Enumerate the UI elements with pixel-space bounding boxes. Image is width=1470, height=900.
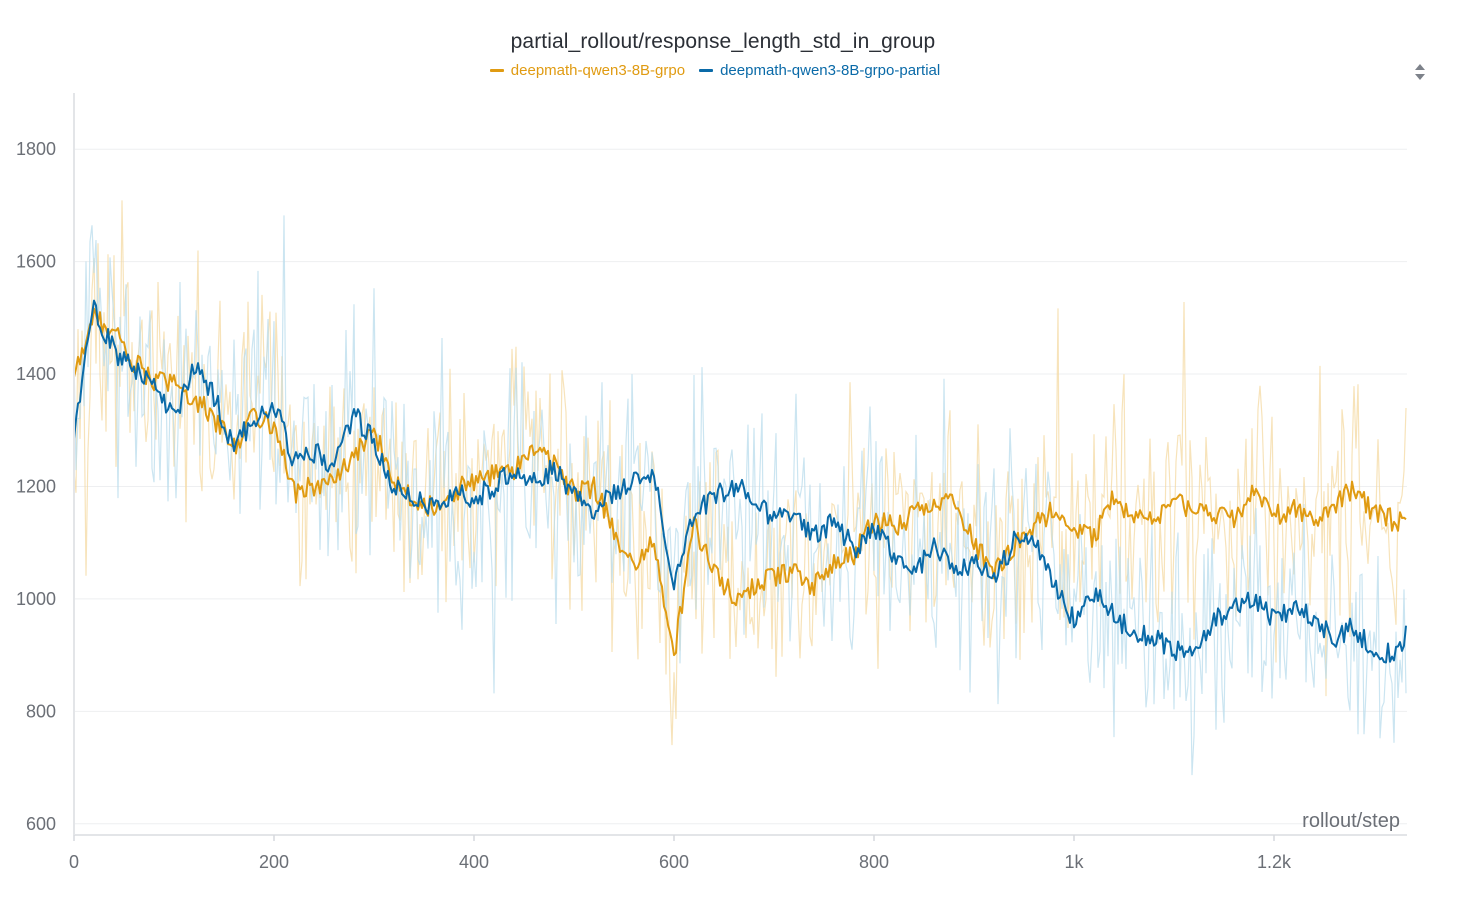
x-tick-label-400: 400 bbox=[459, 852, 489, 872]
legend-item-grpo[interactable]: deepmath-qwen3-8B-grpo bbox=[489, 62, 686, 79]
x-axis-title: rollout/step bbox=[1302, 810, 1400, 832]
legend-label-grpo: deepmath-qwen3-8B-grpo bbox=[510, 62, 686, 79]
sort-up-down-icon[interactable] bbox=[1413, 63, 1427, 81]
y-tick-label-1600: 1600 bbox=[16, 252, 56, 272]
series-line-1[interactable] bbox=[73, 299, 1407, 664]
series-line-0[interactable] bbox=[73, 307, 1407, 657]
y-tick-label-1200: 1200 bbox=[16, 476, 56, 496]
x-tick-label-0: 0 bbox=[69, 852, 79, 872]
y-tick-label-800: 800 bbox=[26, 701, 56, 721]
raw-series-layer bbox=[73, 200, 1407, 776]
x-tick-label-600: 600 bbox=[659, 852, 689, 872]
raw-line-series-0 bbox=[73, 200, 1407, 746]
axes: 600 800 1000 1200 1400 1600 1800 0 200 400 600 800 1… bbox=[16, 93, 1407, 872]
y-tick-label-1000: 1000 bbox=[16, 589, 56, 609]
legend-swatch-grpo bbox=[489, 69, 504, 72]
x-tick-label-200: 200 bbox=[259, 852, 289, 872]
x-tick-label-1k: 1k bbox=[1064, 852, 1084, 872]
x-tick-label-800: 800 bbox=[859, 852, 889, 872]
legend-label-grpo-partial: deepmath-qwen3-8B-grpo-partial bbox=[720, 62, 941, 79]
y-tick-label-1800: 1800 bbox=[16, 139, 56, 159]
smoothed-series-layer bbox=[73, 299, 1407, 664]
chart-title: partial_rollout/response_length_std_in_g… bbox=[510, 30, 936, 53]
x-tick-label-1.2k: 1.2k bbox=[1257, 852, 1292, 872]
raw-line-series-1 bbox=[73, 215, 1407, 776]
legend-item-grpo-partial[interactable]: deepmath-qwen3-8B-grpo-partial bbox=[699, 62, 940, 79]
legend-swatch-grpo-partial bbox=[699, 69, 714, 72]
legend: deepmath-qwen3-8B-grpo deepmath-qwen3-8B… bbox=[0, 62, 1430, 79]
y-tick-label-600: 600 bbox=[26, 814, 56, 834]
y-tick-label-1400: 1400 bbox=[16, 364, 56, 384]
